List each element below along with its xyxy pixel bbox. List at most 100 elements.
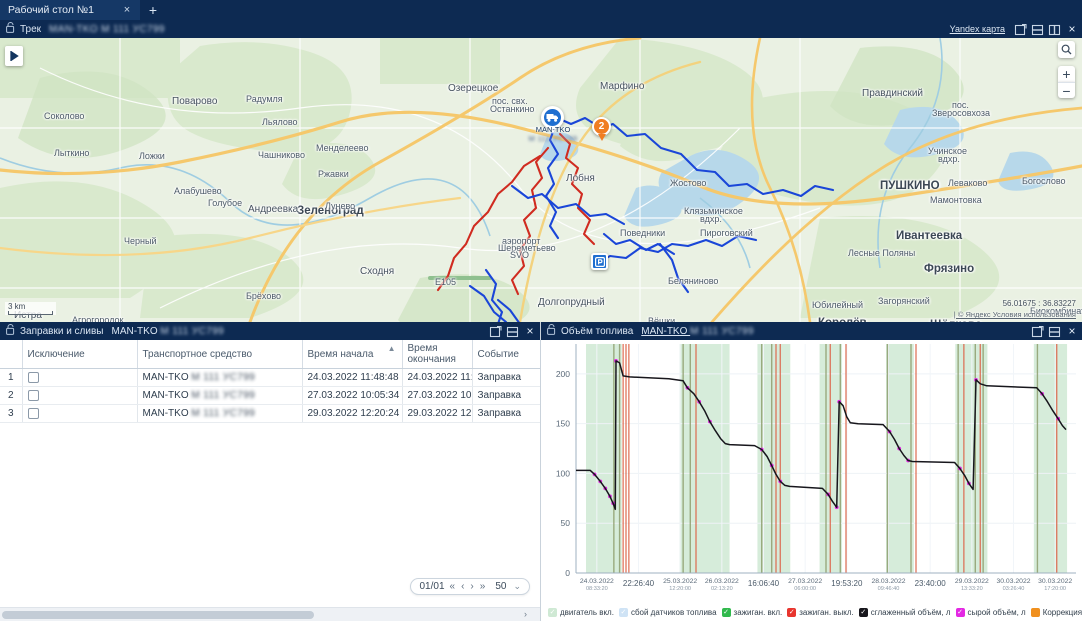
- legend-item[interactable]: ✓ сглаженный объём, л: [858, 607, 951, 617]
- map-attribution-text[interactable]: | © Яндекс Условия использования: [953, 310, 1076, 319]
- expand-icon[interactable]: [1031, 325, 1044, 338]
- col-start-time[interactable]: Время начала ▲: [302, 340, 403, 369]
- map-provider-link[interactable]: Yandex карта: [949, 24, 1005, 34]
- event-cluster-badge[interactable]: 2: [592, 117, 611, 141]
- chart-panel-close-icon[interactable]: ×: [1068, 324, 1076, 338]
- play-track-button[interactable]: [5, 46, 23, 66]
- split-horizontal-icon[interactable]: [1031, 23, 1044, 36]
- legend-label: двигатель вкл.: [560, 607, 614, 617]
- page-size-value[interactable]: 50: [495, 580, 507, 592]
- col-event[interactable]: Событие: [472, 340, 540, 369]
- page-indicator: 01/01: [419, 580, 445, 592]
- refuel-table-wrap[interactable]: Исключение Транспортное средство Время н…: [0, 340, 540, 599]
- next-page-button[interactable]: ›: [470, 580, 474, 592]
- legend-checkbox[interactable]: ✓: [618, 607, 628, 617]
- x-tick-time: 17:20:00: [1044, 586, 1066, 592]
- map-zoom-out-button[interactable]: −: [1058, 82, 1075, 99]
- prev-page-button[interactable]: ‹: [461, 580, 465, 592]
- tab-label: Рабочий стол №1: [8, 4, 94, 16]
- sort-ascending-icon[interactable]: ▲: [387, 344, 396, 353]
- row-exclusion-cell[interactable]: [22, 386, 138, 406]
- row-number: 2: [0, 386, 23, 406]
- add-tab-icon[interactable]: +: [148, 2, 158, 18]
- tab-strip: Рабочий стол №1 × +: [0, 0, 1082, 20]
- tab-desktop-1[interactable]: Рабочий стол №1 ×: [0, 0, 140, 20]
- legend-checkbox[interactable]: ✓: [787, 607, 797, 617]
- chart-panel-object[interactable]: MAN-TKO М 111 УС799: [641, 325, 754, 337]
- col-rownum: [0, 340, 23, 369]
- legend-checkbox[interactable]: ✓: [721, 607, 731, 617]
- split-horizontal-icon[interactable]: [1048, 325, 1061, 338]
- map-panel: Трек MAN-TKO М 111 УС799 Yandex карта ×: [0, 20, 1082, 322]
- x-tick-time: 02:13:20: [711, 586, 733, 592]
- map-zoom-in-button[interactable]: +: [1058, 66, 1075, 82]
- refuel-table: Исключение Транспортное средство Время н…: [0, 340, 540, 424]
- legend-item[interactable]: ✓ двигатель вкл.: [548, 607, 614, 617]
- legend-item[interactable]: ✓ сырой объём, л: [955, 607, 1026, 617]
- split-vertical-icon[interactable]: [1048, 23, 1061, 36]
- scroll-right-arrow-icon[interactable]: ›: [524, 609, 527, 619]
- x-tick-date: 28.03.2022: [871, 578, 905, 585]
- chevron-down-icon[interactable]: ⌄: [513, 580, 521, 591]
- legend-checkbox[interactable]: ✓: [858, 607, 868, 617]
- map-canvas[interactable]: Озерецкое Марфино Правдинский Поварово Радум…: [0, 38, 1082, 322]
- scrollbar-thumb[interactable]: [2, 611, 314, 619]
- row-end-time: 27.03.2022 10:12:13: [402, 386, 473, 406]
- y-tick-label: 200: [556, 369, 570, 379]
- row-start-time: 27.03.2022 10:05:34: [302, 386, 403, 406]
- legend-item[interactable]: ✓ зажиган. выкл.: [787, 607, 854, 617]
- last-page-button[interactable]: »: [479, 580, 486, 592]
- row-start-time: 29.03.2022 12:20:24: [302, 404, 403, 424]
- legend-checkbox[interactable]: [1030, 607, 1040, 617]
- chart-plot-area[interactable]: 0 50 100 150 200 24.03.2022 08:33:20 22:26:40 25…: [541, 340, 1082, 603]
- table-row[interactable]: 3 MAN-TKO М 111 УС799 29.03.2022 12:20:24 2…: [0, 404, 540, 424]
- x-tick-date: 25.03.2022: [663, 578, 697, 585]
- exclusion-checkbox[interactable]: [27, 390, 39, 402]
- exclusion-checkbox[interactable]: [27, 408, 39, 420]
- pagination-control[interactable]: 01/01 « ‹ › » 50 ⌄: [410, 577, 530, 595]
- legend-label: сглаженный объём, л: [870, 607, 951, 617]
- y-tick-label: 100: [556, 468, 570, 478]
- table-row[interactable]: 1 MAN-TKO М 111 УС799 24.03.2022 11:48:48 2…: [0, 368, 540, 388]
- lock-icon[interactable]: [545, 324, 558, 338]
- vehicle-marker-caption: MAN-TKO М 111 УС799: [524, 125, 582, 143]
- table-panel-close-icon[interactable]: ×: [526, 324, 534, 338]
- tab-close-icon[interactable]: ×: [123, 4, 131, 16]
- row-start-time: 24.03.2022 11:48:48: [302, 368, 403, 388]
- legend-label: зажиган. вкл.: [733, 607, 783, 617]
- parking-marker[interactable]: [591, 253, 608, 270]
- expand-icon[interactable]: [489, 325, 502, 338]
- map-search-button[interactable]: [1058, 41, 1075, 58]
- table-horizontal-scrollbar[interactable]: ›: [0, 607, 540, 621]
- col-exclusion[interactable]: Исключение: [22, 340, 138, 369]
- smoothed-volume-line: [576, 360, 1067, 511]
- legend-item[interactable]: ✓ зажиган. вкл.: [721, 607, 783, 617]
- table-row[interactable]: 2 MAN-TKO М 111 УС799 27.03.2022 10:05:34 2…: [0, 386, 540, 406]
- legend-item[interactable]: ✓ сбой датчиков топлива: [618, 607, 717, 617]
- x-tick-time: 06:00:00: [794, 586, 816, 592]
- lock-icon[interactable]: [4, 22, 17, 36]
- col-end-time[interactable]: Время окончания: [402, 340, 473, 369]
- map-panel-title: Трек: [20, 23, 42, 35]
- table-panel-title: Заправки и сливы: [20, 325, 104, 337]
- legend-checkbox[interactable]: ✓: [955, 607, 965, 617]
- expand-icon[interactable]: [1014, 23, 1027, 36]
- lock-icon[interactable]: [4, 324, 17, 338]
- exclusion-checkbox[interactable]: [27, 372, 39, 383]
- legend-item[interactable]: Коррекция LLS 5: [1030, 607, 1082, 617]
- x-tick-date: 30.03.2022: [996, 578, 1030, 585]
- x-tick-date: 27.03.2022: [788, 578, 822, 585]
- panel-splitter[interactable]: [540, 322, 541, 621]
- x-tick-time: 19:53:20: [831, 579, 863, 588]
- row-exclusion-cell[interactable]: [22, 368, 138, 388]
- vehicle-marker[interactable]: [541, 106, 564, 134]
- refuel-table-body: 1 MAN-TKO М 111 УС799 24.03.2022 11:48:48 2…: [0, 368, 540, 424]
- legend-checkbox[interactable]: ✓: [548, 607, 557, 617]
- row-exclusion-cell[interactable]: [22, 404, 138, 424]
- split-horizontal-icon[interactable]: [506, 325, 519, 338]
- col-vehicle[interactable]: Транспортное средство: [137, 340, 303, 369]
- map-panel-close-icon[interactable]: ×: [1068, 22, 1076, 36]
- first-page-button[interactable]: «: [449, 580, 456, 592]
- row-end-time: 24.03.2022 11:53:55: [402, 368, 473, 388]
